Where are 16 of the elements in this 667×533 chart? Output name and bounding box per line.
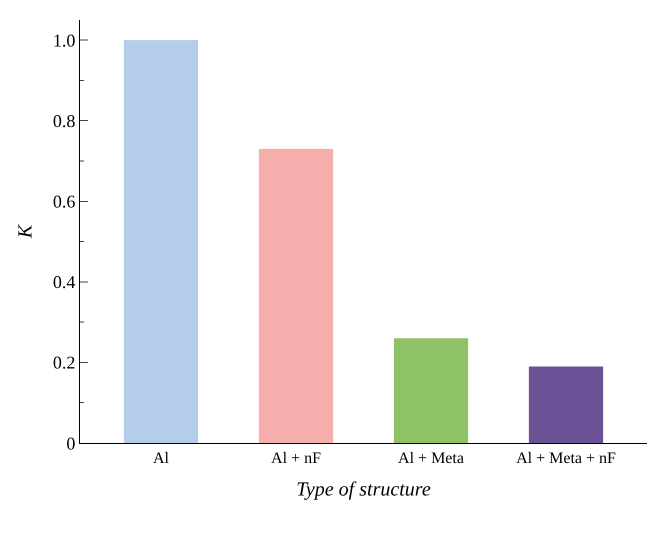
x-tick-label: Al + Meta bbox=[398, 450, 464, 468]
y-tick-label: 0.2 bbox=[52, 352, 76, 373]
y-tick-label: 0 bbox=[66, 433, 76, 454]
y-tick-label: 0.4 bbox=[52, 272, 76, 292]
y-tick-label: 1.0 bbox=[52, 30, 76, 50]
bar bbox=[258, 148, 334, 443]
bar bbox=[528, 366, 604, 443]
x-tick-label: Al bbox=[153, 450, 170, 468]
bar bbox=[394, 338, 468, 443]
y-tick-label: 0.6 bbox=[52, 192, 76, 212]
x-tick-label: Al + Meta + nF bbox=[516, 450, 616, 468]
bar bbox=[124, 40, 198, 443]
x-tick-label: Al + nF bbox=[271, 450, 322, 468]
y-tick-label: 0.8 bbox=[52, 111, 76, 132]
x-axis-title: Type of structure bbox=[296, 478, 431, 501]
y-axis-title: K bbox=[14, 223, 36, 240]
